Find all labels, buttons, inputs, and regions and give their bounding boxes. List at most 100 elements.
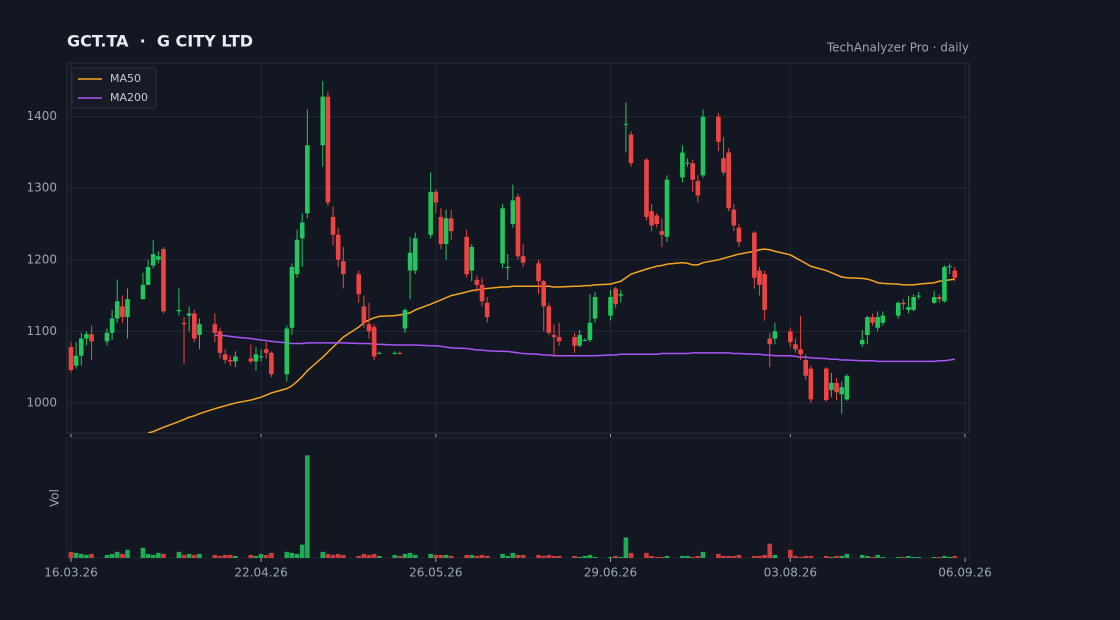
candle-body bbox=[767, 338, 773, 345]
candle-body bbox=[433, 191, 439, 203]
volume-bar bbox=[335, 553, 341, 558]
volume-bar bbox=[371, 553, 377, 558]
candle-body bbox=[690, 163, 695, 180]
x-tick-label: 06.09.26 bbox=[938, 566, 991, 580]
candle-body bbox=[736, 227, 742, 242]
candle-body bbox=[659, 231, 665, 235]
volume-bar bbox=[125, 549, 130, 558]
chart-title: GCT.TA · G CITY LTD bbox=[67, 32, 253, 51]
candle-body bbox=[695, 181, 701, 196]
volume-bar bbox=[510, 552, 516, 558]
volume-bar bbox=[798, 556, 803, 558]
volume-bar bbox=[156, 552, 161, 558]
candle-body bbox=[654, 215, 660, 225]
candle-body bbox=[484, 302, 490, 318]
candle-body bbox=[469, 246, 475, 271]
volume-bar bbox=[192, 554, 197, 558]
candle-body bbox=[664, 179, 670, 237]
candle-body bbox=[916, 295, 922, 297]
candle-body bbox=[577, 334, 582, 346]
candle-body bbox=[104, 332, 110, 342]
candle-body bbox=[197, 324, 202, 335]
volume-bar bbox=[572, 555, 577, 558]
candle-body bbox=[78, 338, 84, 356]
candle-body bbox=[294, 239, 300, 275]
volume-bar bbox=[757, 555, 762, 558]
volume-bar bbox=[412, 554, 418, 558]
candle-body bbox=[150, 254, 156, 266]
volume-bar bbox=[217, 555, 223, 558]
volume-bar bbox=[546, 554, 552, 558]
candle-body bbox=[397, 352, 403, 354]
volume-bar bbox=[793, 555, 798, 558]
volume-bar bbox=[716, 553, 721, 558]
volume-bar bbox=[181, 554, 187, 558]
candle-body bbox=[227, 360, 233, 362]
candle-body bbox=[536, 263, 541, 282]
volume-bar bbox=[875, 554, 880, 558]
candle-body bbox=[428, 191, 433, 235]
candle-body bbox=[258, 356, 264, 358]
candle-body bbox=[520, 256, 526, 263]
candle-body bbox=[947, 266, 952, 268]
volume-bar bbox=[618, 556, 624, 558]
candle-body bbox=[541, 281, 546, 307]
candle-body bbox=[233, 356, 238, 362]
volume-bar bbox=[68, 551, 74, 558]
volume-bar bbox=[870, 556, 875, 558]
candle-body bbox=[608, 297, 613, 316]
volume-bar bbox=[176, 551, 182, 558]
volume-bar bbox=[433, 554, 439, 558]
volume-bar bbox=[551, 555, 557, 558]
volume-bar bbox=[608, 556, 613, 558]
volume-bar bbox=[680, 555, 685, 558]
volume-bar bbox=[448, 555, 454, 558]
candle-body bbox=[109, 318, 115, 333]
volume-bar bbox=[788, 549, 793, 558]
volume-bar bbox=[114, 551, 120, 558]
candle-body bbox=[371, 327, 377, 357]
volume-bar bbox=[690, 556, 695, 558]
volume-bar bbox=[161, 553, 166, 558]
volume-bar bbox=[392, 554, 397, 558]
candle-body bbox=[906, 307, 911, 310]
x-tick-label: 16.03.26 bbox=[44, 566, 97, 580]
volume-bar bbox=[361, 553, 367, 558]
volume-bar bbox=[654, 556, 660, 558]
volume-bar bbox=[623, 537, 629, 558]
volume-bar bbox=[299, 544, 305, 558]
candle-body bbox=[895, 302, 901, 316]
candle-body bbox=[865, 317, 870, 335]
candle-body bbox=[551, 334, 557, 338]
candle-body bbox=[68, 347, 74, 371]
candle-body bbox=[556, 337, 562, 342]
volume-bar bbox=[222, 554, 228, 558]
y-tick-label: 1100 bbox=[26, 324, 57, 338]
candle-body bbox=[582, 339, 588, 341]
volume-bar bbox=[772, 554, 778, 558]
volume-bar bbox=[284, 551, 290, 558]
candle-body bbox=[176, 309, 182, 312]
candle-body bbox=[844, 375, 850, 400]
volume-bar bbox=[120, 553, 125, 558]
volume-bar bbox=[407, 552, 413, 558]
volume-bar bbox=[911, 556, 916, 558]
candle-body bbox=[649, 211, 654, 226]
volume-bar bbox=[140, 547, 146, 558]
volume-bar bbox=[320, 551, 326, 558]
candle-body bbox=[644, 159, 649, 217]
y-tick-label: 1400 bbox=[26, 109, 57, 123]
volume-bar bbox=[541, 555, 546, 558]
candle-body bbox=[870, 317, 875, 323]
candle-body bbox=[114, 301, 120, 319]
volume-bar bbox=[752, 555, 757, 558]
volume-bar bbox=[700, 551, 706, 558]
volume-bar bbox=[104, 554, 110, 558]
candle-body bbox=[798, 349, 803, 355]
volume-bar bbox=[721, 555, 726, 558]
candle-body bbox=[500, 208, 505, 264]
volume-bar bbox=[89, 553, 94, 558]
candle-body bbox=[464, 236, 469, 275]
candle-body bbox=[510, 200, 516, 225]
volume-bar bbox=[736, 554, 742, 558]
